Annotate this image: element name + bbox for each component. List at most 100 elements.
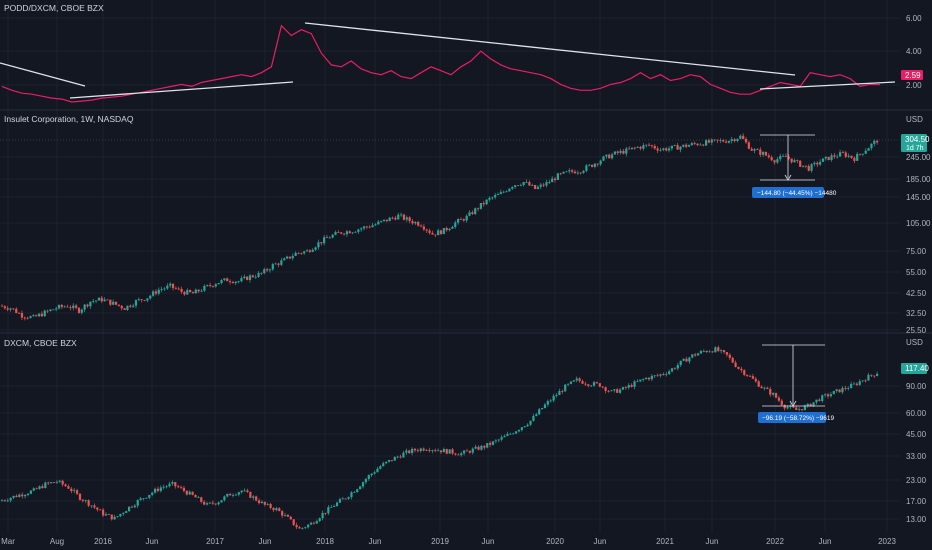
candle-body [742,135,745,140]
podd-pane[interactable]: Insulet Corporation, 1W, NASDAQ USD 245.… [0,114,931,335]
candle-body [416,450,419,452]
candle-body [234,494,238,496]
candle-body [399,214,403,216]
candle-body [790,158,793,163]
candle-body [408,450,411,454]
dxcm-pane[interactable]: DXCM, CBOE BZX USD 90.00 60.00 45.00 33.00 2… [0,338,930,530]
candle-body [800,409,804,411]
podd-measure-tool[interactable]: −144.80 (−44.45%) −14480 [752,134,837,198]
trendline-downtrend-left[interactable] [0,62,86,87]
candle-body [780,400,783,405]
candle-body [630,147,634,149]
candle-body [491,197,494,199]
candle-body [616,151,619,153]
candle-body [335,502,339,507]
candle-body [142,498,145,500]
candle-body [354,231,357,233]
candle-body [538,409,541,415]
dxcm-currency-label: USD [906,338,923,347]
time-axis-label: Aug [50,537,64,546]
candle-body [569,381,573,384]
podd-price-scale[interactable]: 245.00 185.00 145.00 105.00 75.00 55.00 42.50 3… [906,153,931,335]
dxcm-measure-tool[interactable]: −96.19 (−58.72%) −9619 [758,344,834,423]
dxcm-last-price: 117.40 [905,364,929,373]
candle-body [37,313,41,317]
candle-body [272,508,275,511]
candle-body [377,221,380,225]
candle-body [203,501,206,505]
candle-body [491,441,495,445]
candle-body [650,375,653,380]
trendline-resistance[interactable] [304,22,796,76]
candle-body [324,512,327,514]
candle-body [20,313,24,318]
candle-body [46,310,49,312]
candle-body [673,145,676,146]
candle-body [602,156,605,161]
price-scale-label: 45.00 [906,430,927,439]
candle-body [819,161,822,165]
candle-body [511,186,514,189]
candle-body [357,229,360,232]
price-scale-label: 33.00 [906,452,927,461]
candle-body [304,527,307,529]
candle-body [829,394,832,397]
ratio-price-scale[interactable]: 6.00 4.00 2.00 [906,14,922,90]
candle-body [474,208,477,215]
candle-body [528,182,531,186]
candle-body [385,219,388,222]
candle-body [350,492,353,498]
podd-measure-label: −144.80 (−44.45%) −14480 [757,190,837,197]
candle-body [146,298,149,301]
candle-body [93,505,96,508]
candle-body [18,312,21,314]
candle-body [194,289,197,294]
candle-body [0,500,4,502]
candle-body [417,222,420,226]
candle-body [460,453,463,456]
candle-body [257,272,260,277]
dxcm-price-scale[interactable]: 90.00 60.00 45.00 33.00 23.00 17.00 13.00 [906,382,927,524]
trendline-support-left[interactable] [69,81,294,99]
candle-body [599,160,602,165]
candle-body [608,154,611,159]
ratio-last-value: 2.59 [905,71,921,80]
candle-body [122,512,125,514]
trendline-support-right[interactable] [759,81,896,90]
candle-body [873,375,876,377]
price-scale-label: 42.50 [906,289,927,298]
candle-body [344,498,347,500]
candle-body [803,405,807,411]
candle-body [422,448,425,451]
candle-body [852,383,856,385]
candle-body [786,407,789,409]
candle-body [348,231,351,234]
candle-body [497,439,500,441]
candle-body [298,527,301,529]
candle-body [740,368,743,371]
candle-body [314,247,317,250]
time-axis[interactable]: Mar Aug 2016 Jun 2017 Jun 2018 Jun 2019 Jun 2020 Ju… [1,537,896,546]
candle-body [165,486,168,488]
candle-body [535,414,538,417]
candle-body [60,305,63,307]
podd-countdown: 1d 7h [906,145,924,152]
price-scale-label: 25.50 [906,326,927,335]
candle-body [295,525,298,528]
candle-body [243,276,246,279]
candle-body [508,188,511,192]
candle-body [43,310,46,317]
candle-body [311,249,314,252]
candle-body [251,275,254,278]
candle-body [813,162,816,165]
candle-body [796,160,799,161]
candle-body [66,306,69,308]
candle-body [55,308,58,310]
ratio-pane[interactable]: PODD/DXCM, CBOE BZX 6.00 4.00 2.00 2.59 [0,3,923,103]
candle-body [676,364,679,369]
candle-body [593,163,597,167]
candle-body [707,140,711,143]
candle-body [727,140,731,143]
candle-body [625,148,628,154]
